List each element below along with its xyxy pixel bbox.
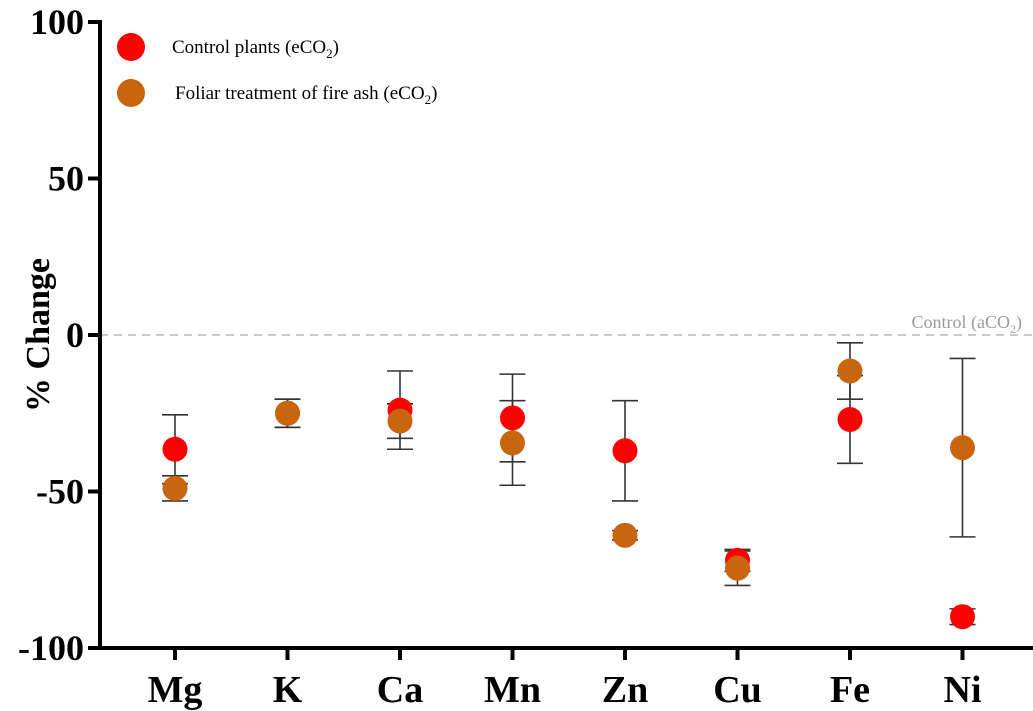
data-point	[612, 438, 638, 464]
x-category-label: Cu	[713, 669, 762, 711]
data-point	[162, 436, 188, 462]
error-bars	[162, 342, 976, 626]
y-tick-label: -50	[36, 472, 84, 512]
data-point	[387, 408, 413, 434]
x-category-label: Mg	[148, 669, 203, 711]
data-point	[500, 405, 525, 431]
data-point	[162, 475, 188, 501]
x-category-label: Fe	[830, 669, 870, 711]
control-reference-label: Control (aCO2)	[912, 312, 1023, 336]
x-category-label: Zn	[602, 669, 648, 711]
y-tick-label: 50	[48, 159, 84, 199]
x-category-labels: Mg K Ca Mn Zn Cu Fe Ni	[148, 648, 982, 711]
legend-label-control: Control plants (eCO2)	[172, 37, 339, 61]
legend-marker-fire-ash	[117, 79, 145, 107]
x-category-label: K	[273, 669, 303, 711]
legend-marker-control	[117, 33, 145, 61]
x-category-label: Mn	[484, 669, 541, 711]
reference-layer: Control (aCO2)	[100, 312, 1033, 336]
data-points	[162, 358, 975, 630]
data-point	[837, 407, 863, 433]
data-point	[275, 400, 300, 426]
x-category-label: Ni	[944, 669, 982, 711]
y-tick-label: 0	[66, 315, 84, 355]
y-axis-label: % Change	[20, 258, 57, 412]
y-ticks: 100 50 0 -50 -100	[18, 2, 100, 668]
data-point	[725, 555, 750, 581]
x-category-label: Ca	[377, 669, 423, 711]
data-point	[612, 522, 638, 548]
y-tick-label: 100	[30, 2, 84, 42]
data-point	[950, 604, 975, 630]
data-point	[837, 358, 863, 384]
data-point	[950, 435, 975, 461]
data-point	[500, 430, 525, 456]
y-tick-label: -100	[18, 628, 84, 668]
legend: Control plants (eCO2) Foliar treatment o…	[117, 33, 437, 107]
legend-label-fire-ash: Foliar treatment of fire ash (eCO2)	[175, 83, 437, 107]
